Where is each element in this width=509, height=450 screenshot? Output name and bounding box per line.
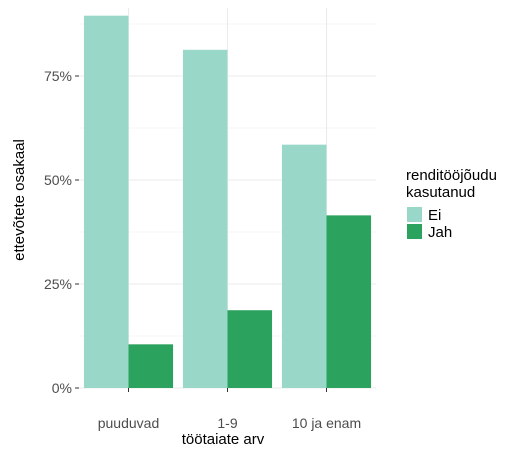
y-tick-label: 0% <box>52 380 72 396</box>
x-tick-label: puuduvad <box>98 415 160 431</box>
bar-ei-2 <box>182 49 228 389</box>
y-tick-label: 75% <box>44 68 72 84</box>
bar-jah-3 <box>326 215 372 388</box>
x-tick-label: 10 ja enam <box>292 415 361 431</box>
bar-jah-2 <box>227 310 273 388</box>
bar-ei-1 <box>83 15 129 389</box>
x-axis-title: töötaiate arv <box>182 431 265 448</box>
bar-ei-3 <box>281 144 327 388</box>
legend-swatch-jah <box>407 224 422 239</box>
bar-jah-1 <box>128 344 174 388</box>
x-axis-ticks: puuduvad 1-9 10 ja enam <box>98 388 361 431</box>
y-tick-label: 25% <box>44 276 72 292</box>
y-axis-ticks: 0% 25% 50% 75% <box>44 68 79 396</box>
legend-title: renditööjõudu <box>406 167 497 184</box>
legend-label-ei: Ei <box>428 207 441 224</box>
y-axis-title: ettevõtete osakaal <box>11 139 28 261</box>
legend-title-line2: kasutanud <box>406 184 475 201</box>
y-tick-label: 50% <box>44 172 72 188</box>
x-tick-label: 1-9 <box>217 415 237 431</box>
bars <box>83 15 372 389</box>
legend-swatch-ei <box>407 207 422 222</box>
legend-label-jah: Jah <box>428 224 452 241</box>
